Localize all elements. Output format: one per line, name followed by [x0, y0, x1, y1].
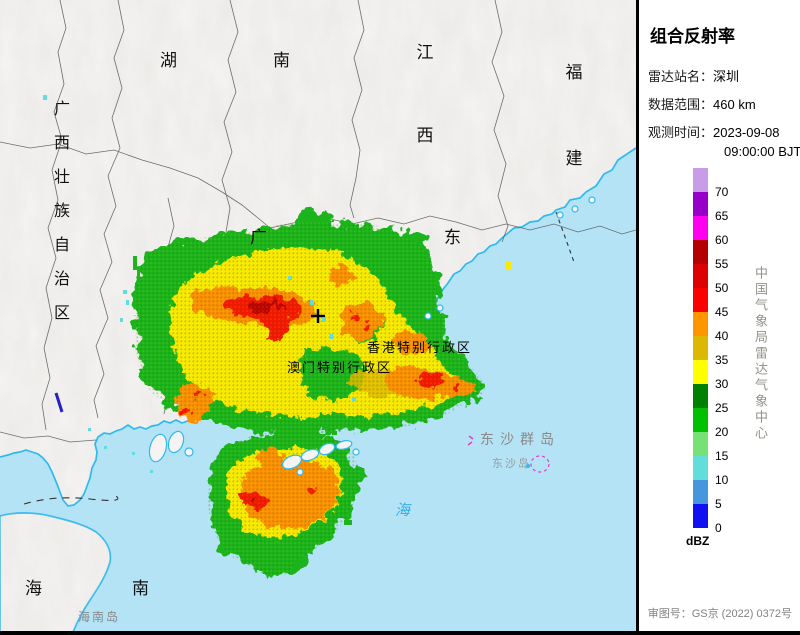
legend-tick: 45	[715, 305, 729, 319]
legend-block	[693, 408, 708, 432]
qiongzhou-strait-dashes	[23, 495, 119, 505]
scattered-echoes	[43, 95, 511, 525]
label-hainan-province: 海南	[25, 579, 239, 598]
legend-block	[693, 456, 708, 480]
legend-block	[693, 240, 708, 264]
legend-block	[693, 288, 708, 312]
label-dongsha-island: 东沙岛	[492, 456, 531, 470]
legend-tick: 60	[715, 233, 729, 247]
legend-unit: dBZ	[686, 534, 710, 548]
obstime-label: 观测时间：	[648, 125, 714, 140]
map-approval-number: 审图号：GS京 (2022) 0372号	[647, 608, 792, 620]
legend-block	[693, 312, 708, 336]
label-guangxi: 广西壮族自治区	[54, 100, 70, 322]
legend-tick: 40	[715, 329, 729, 343]
legend-tick: 35	[715, 353, 729, 367]
legend-tick: 15	[715, 449, 729, 463]
station-value: 深圳	[713, 69, 740, 84]
obstime-time: 09:00:00 BJT	[724, 144, 800, 159]
station-label: 雷达站名：	[648, 69, 714, 84]
label-hongkong-sar: 香港特别行政区	[367, 340, 472, 355]
maritime-boundary-dashes	[555, 211, 575, 263]
dongsha-reef-symbols	[467, 435, 550, 473]
legend-tick: 55	[715, 257, 729, 271]
radar-station-marker	[311, 309, 325, 323]
legend-tick: 20	[715, 425, 729, 439]
legend-block	[693, 336, 708, 360]
legend-tick: 10	[715, 473, 729, 487]
dashed-boundaries	[23, 211, 575, 505]
legend-tick: 70	[715, 185, 729, 199]
watermark-vertical: 中国气象局雷达气象中心	[753, 266, 768, 442]
label-macau-sar: 澳门特别行政区	[287, 360, 392, 375]
range-label: 数据范围：	[648, 97, 714, 112]
obstime-date: 2023-09-08	[713, 125, 780, 140]
radar-map: 湖南 广东 海南 江西 福建 广西壮族自治区 香港特别行政区 澳门特别行政区 东…	[0, 0, 637, 635]
legend-block	[693, 432, 708, 456]
range-row: 数据范围：460 km	[648, 94, 756, 113]
panel-divider-line	[636, 0, 639, 631]
legend-tick: 0	[715, 521, 722, 535]
label-jiangxi: 江西	[417, 43, 434, 145]
legend-tick: 25	[715, 401, 729, 415]
legend-block	[693, 480, 708, 504]
legend-tick: 50	[715, 281, 729, 295]
islands	[148, 196, 596, 476]
legend-block	[693, 168, 708, 192]
product-title: 组合反射率	[650, 27, 735, 46]
label-hunan: 湖南	[160, 51, 386, 70]
legend-tick: 65	[715, 209, 729, 223]
legend-tick: 5	[715, 497, 722, 511]
label-sea-char: 海	[395, 502, 412, 519]
legend-block	[693, 264, 708, 288]
bottom-frame-bar	[0, 631, 800, 635]
legend-block	[693, 216, 708, 240]
label-guangdong: 广东	[250, 228, 636, 247]
info-panel: 组合反射率 雷达站名：深圳 数据范围：460 km 观测时间：2023-09-0…	[639, 0, 800, 631]
legend-tick: 30	[715, 377, 729, 391]
map-labels: 湖南 广东 海南 江西 福建 广西壮族自治区 香港特别行政区 澳门特别行政区 东…	[25, 43, 636, 624]
label-dongsha-islands: 东沙群岛	[480, 432, 560, 448]
map-canvas: 湖南 广东 海南 江西 福建 广西壮族自治区 香港特别行政区 澳门特别行政区 东…	[0, 0, 637, 635]
label-hainandao: 海南岛	[78, 609, 120, 624]
label-fujian: 福建	[566, 63, 583, 168]
legend-block	[693, 384, 708, 408]
legend-block	[693, 360, 708, 384]
station-row: 雷达站名：深圳	[648, 66, 739, 85]
range-value: 460 km	[713, 97, 756, 112]
obstime-row: 观测时间：2023-09-08	[648, 122, 780, 141]
legend-block	[693, 504, 708, 528]
legend-block	[693, 192, 708, 216]
